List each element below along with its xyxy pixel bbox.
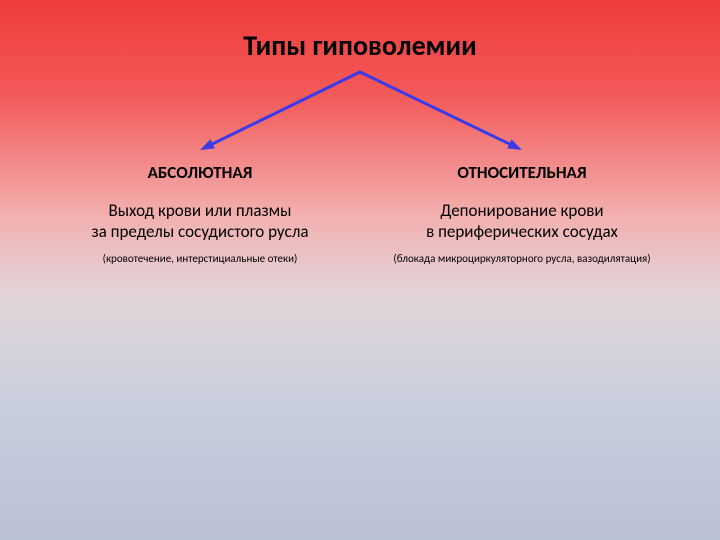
left-description: Выход крови или плазмы за пределы сосуди… [40, 200, 360, 243]
diagram-title: Типы гиповолемии [0, 28, 720, 63]
right-description: Депонирование крови в периферических сос… [362, 200, 682, 243]
right-heading: ОТНОСИТЕЛЬНАЯ [372, 162, 672, 183]
right-desc-line2: в периферических сосудах [426, 221, 618, 242]
right-desc-line1: Депонирование крови [440, 200, 603, 221]
left-heading: АБСОЛЮТНАЯ [50, 162, 350, 183]
background-gradient [0, 0, 720, 540]
left-desc-line1: Выход крови или плазмы [108, 200, 291, 221]
left-note: (кровотечение, интерстициальные отеки) [30, 252, 370, 265]
left-desc-line2: за пределы сосудистого русла [91, 221, 308, 242]
right-note: (блокада микроциркуляторного русла, вазо… [352, 252, 692, 265]
